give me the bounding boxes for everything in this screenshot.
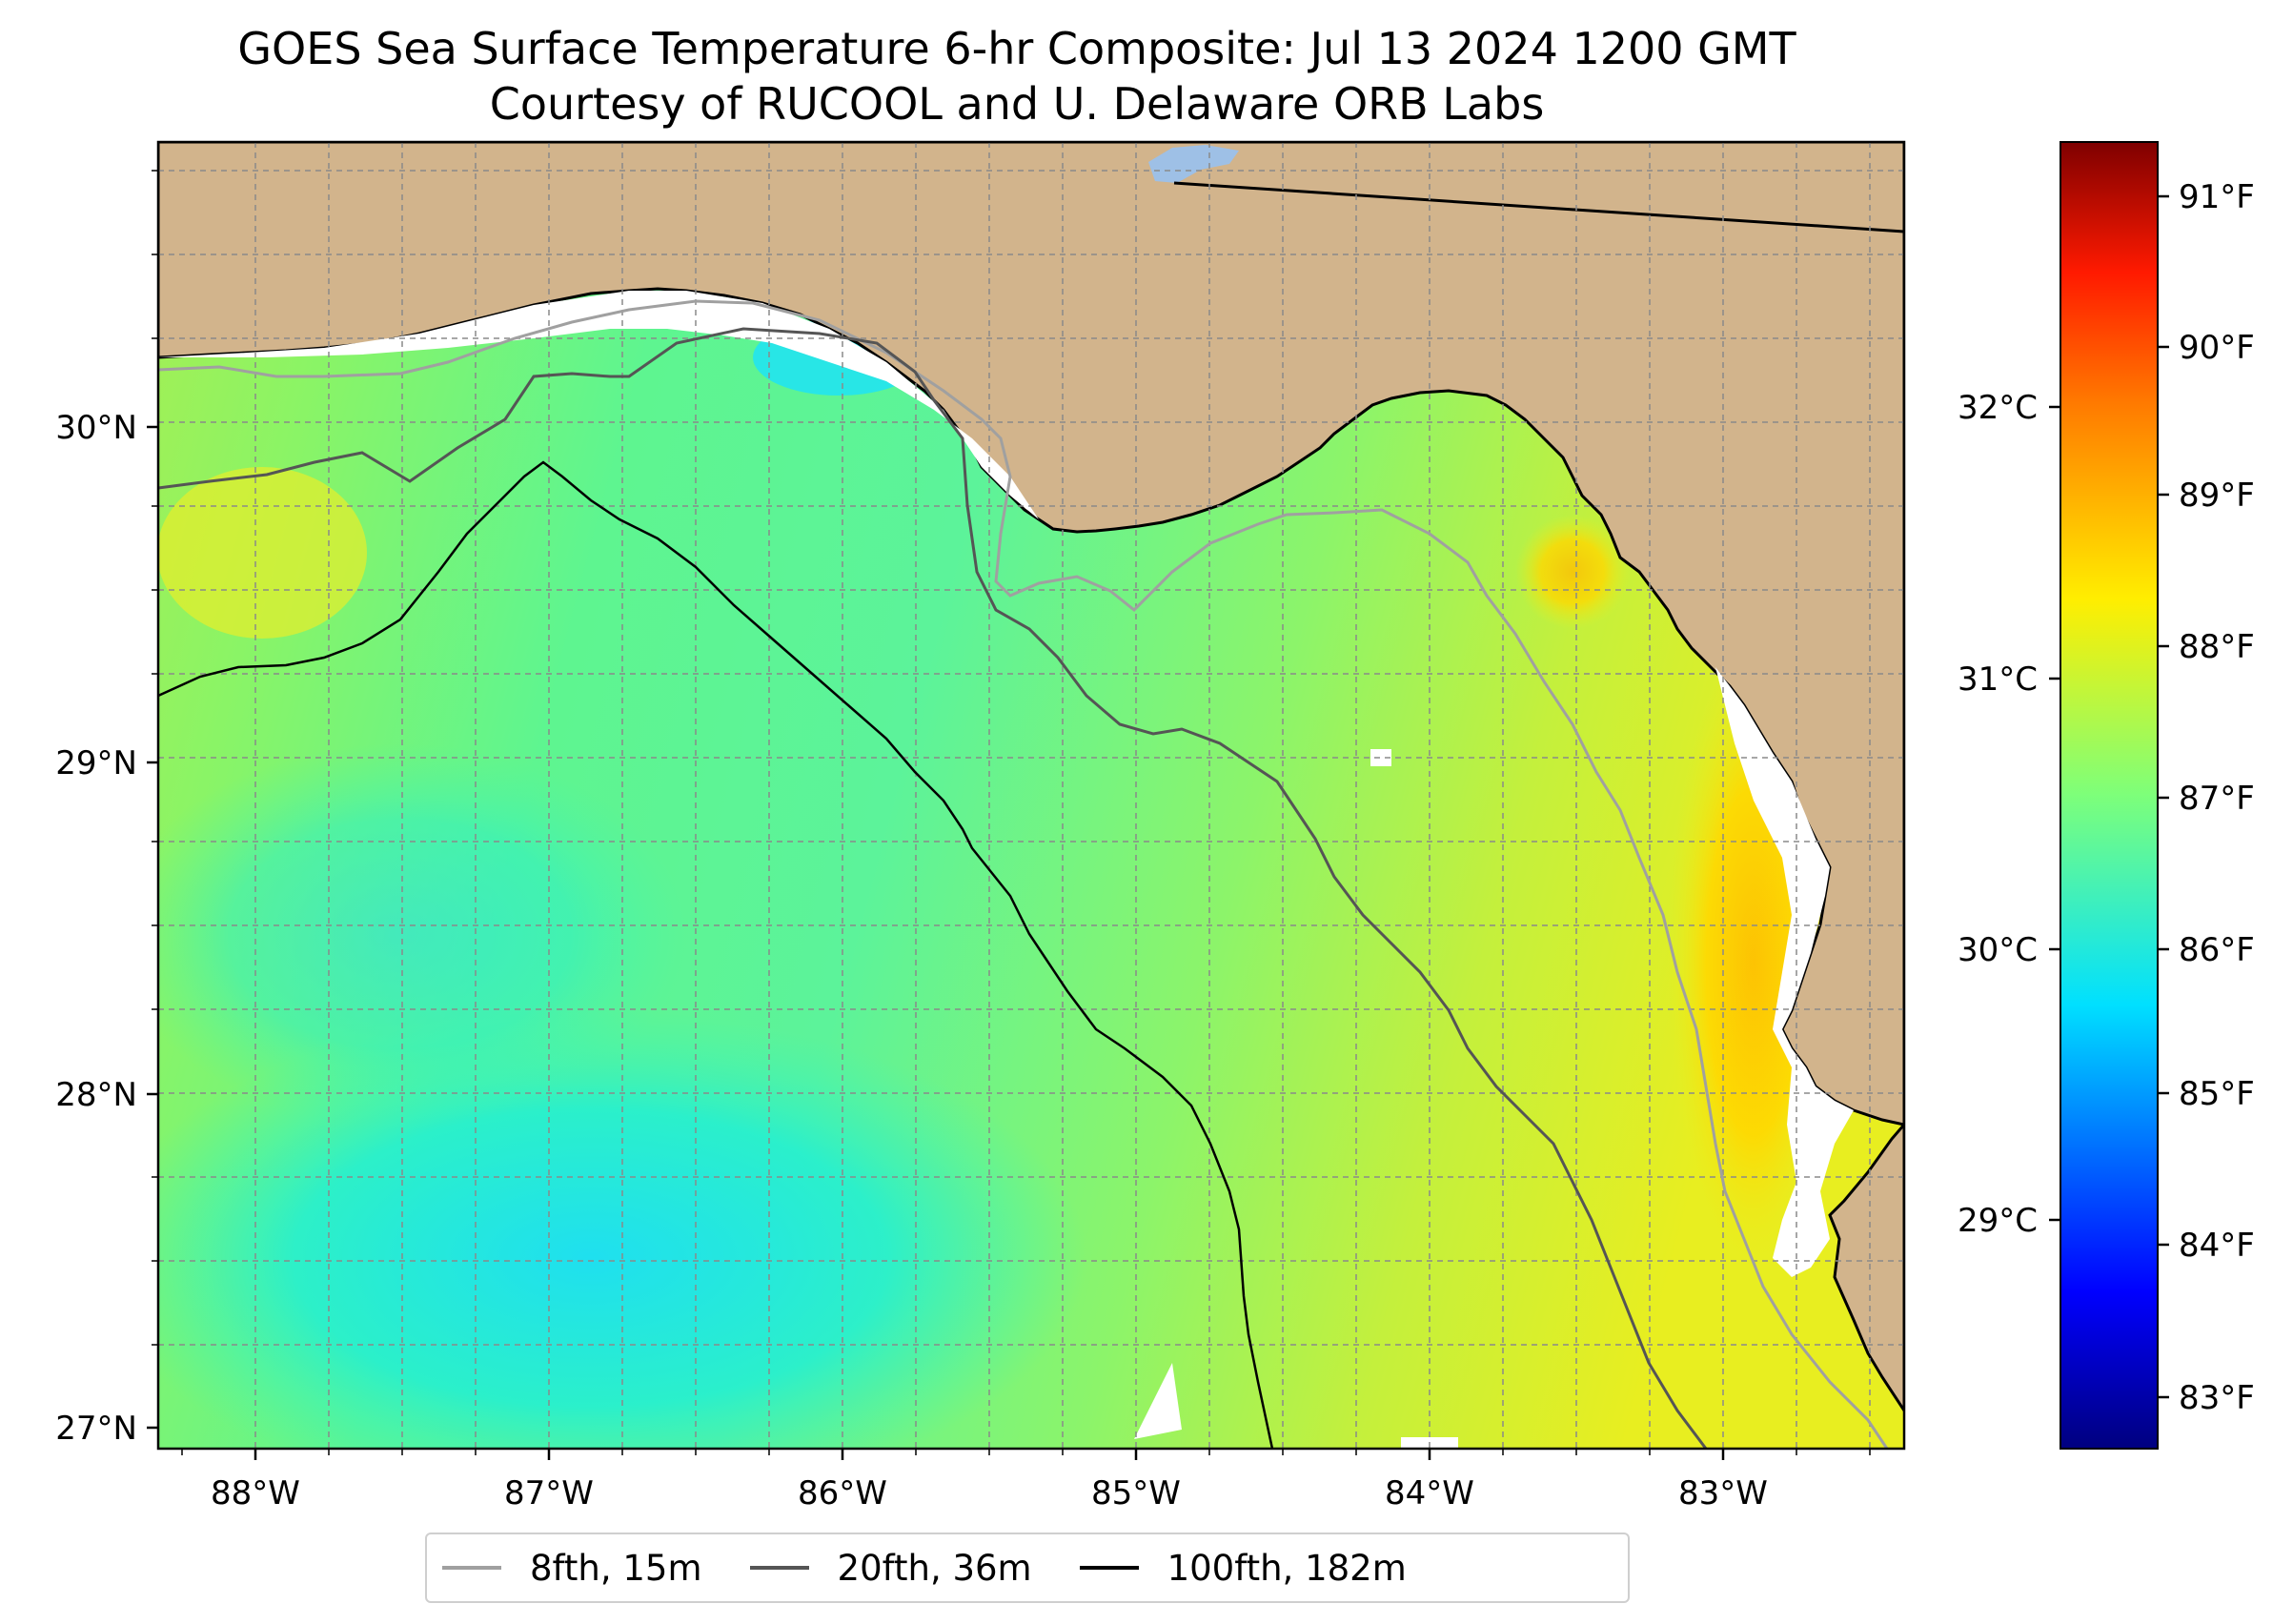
colorbar-f-label: 85°F <box>2179 1075 2255 1113</box>
lon-tick-label: 83°W <box>1678 1474 1768 1512</box>
colorbar-f-label: 87°F <box>2179 780 2255 818</box>
colorbar-f-label: 91°F <box>2179 178 2255 216</box>
no-data-nearshore-north <box>158 291 1053 529</box>
colorbar-f-label: 88°F <box>2179 628 2255 666</box>
legend-swatch <box>442 1566 501 1570</box>
lon-tick-label: 87°W <box>504 1474 594 1512</box>
map-frame <box>156 140 1906 1451</box>
colorbar-f-ticks <box>2158 194 2169 1399</box>
lon-tick-label: 84°W <box>1385 1474 1474 1512</box>
cool-water-patch-west <box>158 743 686 1125</box>
legend-label: 8fth, 15m <box>530 1547 702 1589</box>
graticule <box>158 142 1904 1449</box>
state-boundary <box>1173 181 1904 233</box>
colorbar-f-label: 83°F <box>2179 1379 2255 1417</box>
lat-tick-label: 30°N <box>55 409 137 447</box>
colorbar-f-label: 89°F <box>2179 477 2255 515</box>
map-panel <box>158 142 1904 1449</box>
legend-label: 100fth, 182m <box>1167 1547 1407 1589</box>
legend-label: 20fth, 36m <box>837 1547 1032 1589</box>
colorbar-c-ticks <box>2049 405 2060 1222</box>
colorbar-c-label: 32°C <box>1958 389 2038 427</box>
lon-tick-label: 88°W <box>211 1474 300 1512</box>
legend-swatch <box>749 1566 809 1570</box>
lon-minor-ticks <box>181 1449 1871 1455</box>
colorbar-c-label: 29°C <box>1958 1202 2038 1240</box>
warm-water-patch-north <box>1515 515 1630 629</box>
chart-title: GOES Sea Surface Temperature 6-hr Compos… <box>0 21 2034 132</box>
no-data-speck-south <box>1134 1363 1182 1439</box>
colorbar-f-label: 86°F <box>2179 931 2255 969</box>
colorbar-f-label: 84°F <box>2179 1227 2255 1265</box>
isobath-20fth <box>158 327 1708 1449</box>
title-line-1: GOES Sea Surface Temperature 6-hr Compos… <box>237 23 1796 74</box>
no-data-nearshore-east <box>1715 667 1854 1277</box>
colorbar-c-label: 31°C <box>1958 660 2038 699</box>
colorbar-c-label: 30°C <box>1958 931 2038 969</box>
isobath-100fth <box>158 460 1274 1449</box>
title-line-2: Courtesy of RUCOOL and U. Delaware ORB L… <box>489 78 1545 130</box>
legend-swatch <box>1079 1566 1139 1570</box>
no-data-speck <box>1370 749 1391 766</box>
warm-water-patch-west <box>158 467 367 639</box>
lon-tick-label: 86°W <box>798 1474 887 1512</box>
isobath-8fth <box>158 299 1889 1449</box>
lon-tick-label: 85°W <box>1091 1474 1181 1512</box>
legend-item-20fth: 20fth, 36m <box>749 1547 1032 1589</box>
lat-tick-label: 29°N <box>55 744 137 782</box>
legend-item-100fth: 100fth, 182m <box>1079 1547 1407 1589</box>
lat-tick-label: 28°N <box>55 1076 137 1114</box>
lat-major-ticks <box>147 425 158 1430</box>
legend-item-8fth: 8fth, 15m <box>442 1548 702 1589</box>
isobath-legend: 8fth, 15m 20fth, 36m 100fth, 182m <box>425 1533 1630 1603</box>
lat-minor-ticks <box>152 170 158 1346</box>
lake <box>1148 145 1239 183</box>
lon-major-ticks <box>254 1449 1725 1460</box>
colorbar-f-label: 90°F <box>2179 329 2255 367</box>
lat-tick-label: 27°N <box>55 1410 137 1448</box>
colorbar <box>2060 141 2159 1450</box>
